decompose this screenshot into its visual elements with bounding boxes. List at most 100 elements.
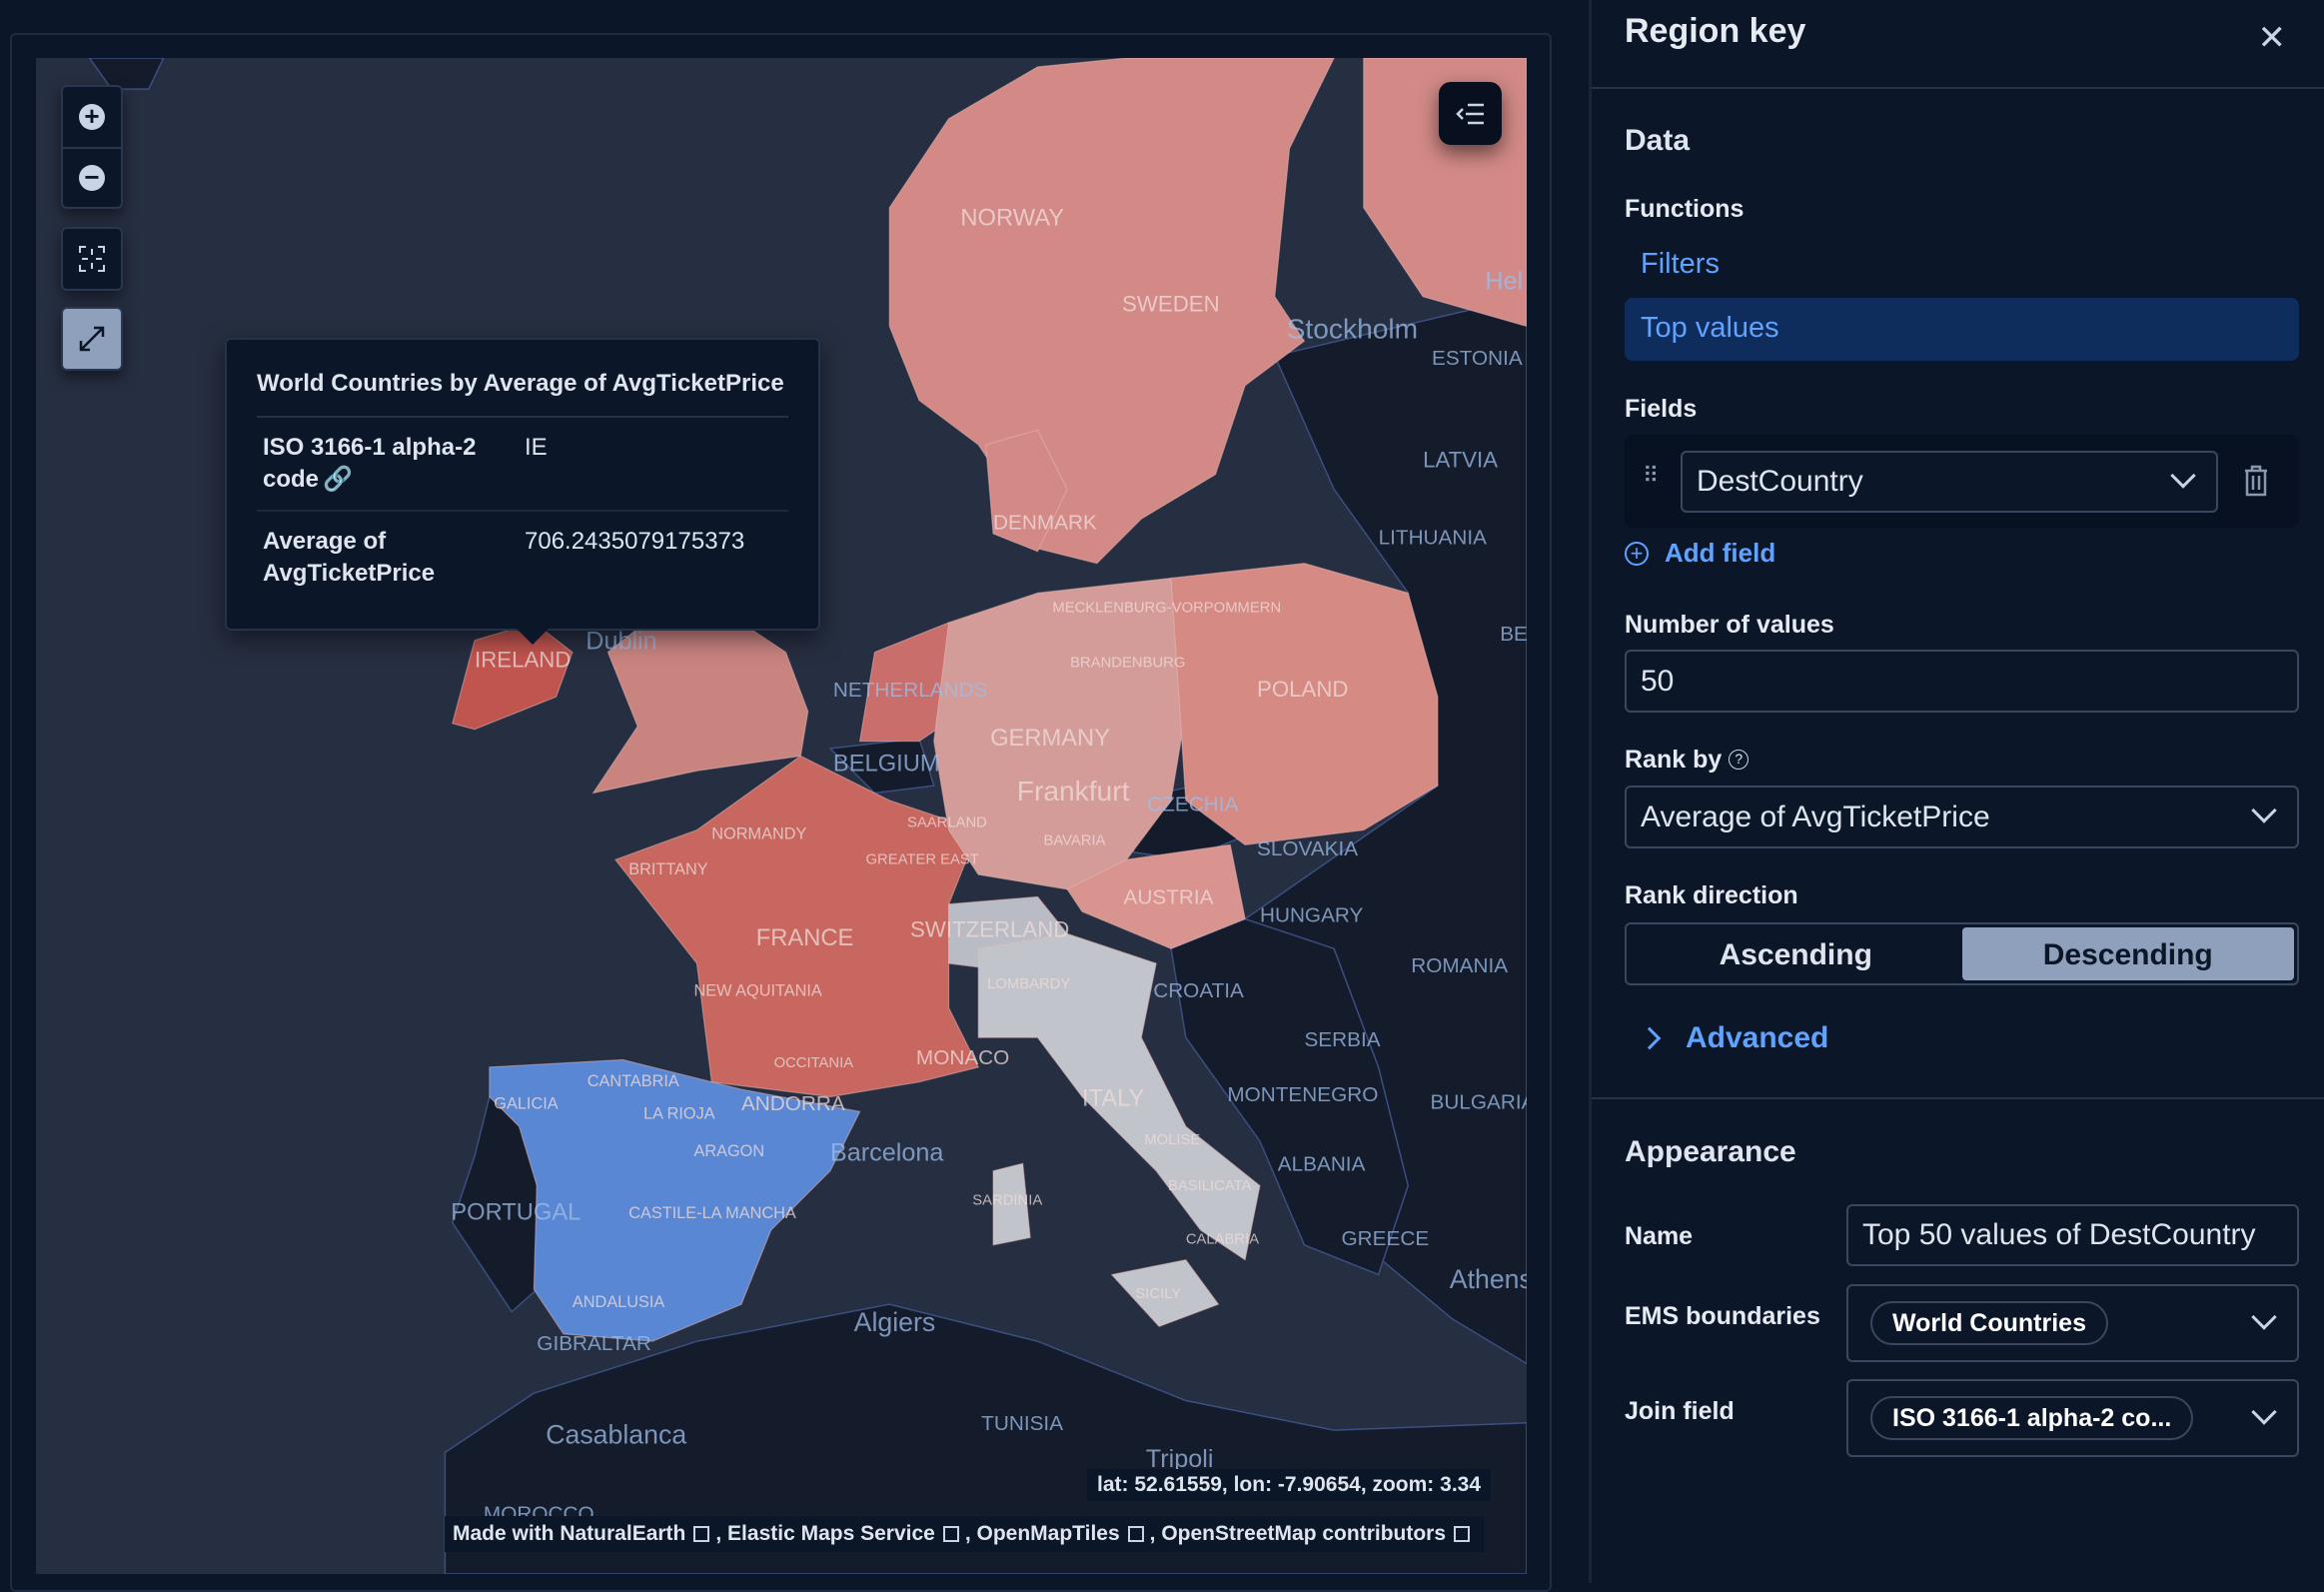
flyout-header: Region key ✕: [1592, 0, 2324, 89]
map-label: Stockholm: [1287, 312, 1418, 344]
land-north-africa: [444, 1303, 1527, 1574]
trash-icon[interactable]: [2243, 465, 2269, 497]
box-select-button[interactable]: [63, 229, 121, 289]
map-label: ITALY: [1082, 1085, 1145, 1111]
map-attribution: Made with NaturalEarth, Elastic Maps Ser…: [445, 1516, 1485, 1552]
name-label: Name: [1625, 1222, 1694, 1250]
map-label: GALICIA: [494, 1094, 558, 1112]
country-spain: [489, 1058, 861, 1342]
layer-control-toggle-button[interactable]: [1439, 82, 1502, 145]
attribution-link-naturalearth[interactable]: Made with NaturalEarth: [453, 1522, 686, 1545]
map-label: BRITTANY: [628, 860, 708, 878]
map-label: BAVARIA: [1043, 832, 1105, 848]
map-label: SAARLAND: [907, 815, 987, 831]
section-divider: [1592, 1097, 2324, 1099]
tooltip-key: Average of AvgTicketPrice: [263, 528, 436, 587]
add-field-button[interactable]: + Add field: [1625, 538, 1775, 569]
rank-direction-label: Rank direction: [1625, 881, 1798, 909]
ems-boundaries-label: EMS boundaries: [1625, 1302, 1820, 1330]
minus-icon: −: [79, 164, 105, 191]
feature-tooltip: World Countries by Average of AvgTicketP…: [225, 338, 820, 645]
fields-label: Fields: [1625, 395, 1698, 423]
ems-boundaries-select[interactable]: World Countries: [1846, 1284, 2299, 1362]
zoom-out-button[interactable]: −: [63, 147, 121, 207]
flyout-title: Region key: [1625, 12, 1806, 50]
map-label: Athens: [1450, 1264, 1527, 1294]
tooltip-row: ISO 3166-1 alpha-2 code 🔗 IE: [257, 418, 788, 510]
map-label: CZECHIA: [1147, 793, 1238, 815]
map-label: LITHUANIA: [1379, 526, 1488, 549]
map-label: CANTABRIA: [587, 1072, 679, 1090]
zoom-in-button[interactable]: +: [63, 87, 121, 147]
map-label: Algiers: [854, 1307, 936, 1337]
field-select[interactable]: DestCountry: [1681, 451, 2218, 513]
map-label: ALBANIA: [1278, 1153, 1366, 1176]
map-label: NEW AQUITANIA: [694, 982, 822, 1000]
tooltip-title: World Countries by Average of AvgTicketP…: [257, 370, 788, 418]
map-label: ANDALUSIA: [573, 1293, 665, 1311]
map-label: CASTILE-LA MANCHA: [628, 1204, 796, 1222]
advanced-label: Advanced: [1686, 1021, 1829, 1054]
country-ireland: [452, 622, 574, 731]
external-link-icon: [1127, 1526, 1144, 1542]
link-icon: 🔗: [323, 466, 353, 493]
map-label: CROATIA: [1153, 979, 1244, 1002]
zoom-controls: + −: [61, 85, 123, 209]
map-label: Hel: [1485, 267, 1523, 295]
chevron-down-icon: [2251, 1304, 2277, 1330]
ems-boundaries-value: World Countries: [1870, 1301, 2108, 1345]
expand-icon: [79, 326, 105, 352]
map-label: TUNISIA: [981, 1412, 1063, 1435]
choropleth-map[interactable]: NORWAY SWEDEN Stockholm Hel ESTONIA LATVIA LIT…: [36, 58, 1527, 1574]
map-label: AUSTRIA: [1124, 886, 1214, 909]
map-label: LATVIA: [1423, 447, 1498, 472]
map-label: GREATER EAST: [866, 852, 979, 868]
country-scandinavia: [888, 58, 1335, 565]
advanced-accordion[interactable]: Advanced: [1638, 1021, 1829, 1055]
map-label: CALABRIA: [1186, 1231, 1259, 1247]
map-label: GERMANY: [990, 726, 1110, 752]
fullscreen-button[interactable]: [63, 309, 121, 369]
map-label: Barcelona: [830, 1138, 944, 1166]
chevron-right-icon: [1638, 1026, 1662, 1050]
tooltip-row: Average of AvgTicketPrice 706.2435079175…: [257, 510, 788, 604]
name-value: Top 50 values of DestCountry: [1862, 1218, 2256, 1251]
map-label: DENMARK: [993, 512, 1097, 535]
map-canvas[interactable]: NORWAY SWEDEN Stockholm Hel ESTONIA LATVIA LIT…: [36, 58, 1527, 1574]
tooltip-value: IE: [525, 434, 548, 461]
rank-by-select[interactable]: Average of AvgTicketPrice: [1625, 786, 2299, 848]
descending-button[interactable]: Descending: [1961, 927, 2294, 980]
drag-handle-icon[interactable]: ⠿: [1643, 463, 1660, 488]
map-label: MONACO: [916, 1046, 1009, 1069]
number-of-values-value: 50: [1641, 665, 1675, 698]
join-field-value: ISO 3166-1 alpha-2 co...: [1870, 1396, 2194, 1440]
data-heading: Data: [1625, 124, 1691, 157]
number-of-values-input[interactable]: 50: [1625, 650, 2299, 713]
chevron-down-icon: [2251, 1399, 2277, 1425]
map-label: MECKLENBURG-VORPOMMERN: [1052, 601, 1281, 617]
join-field-select[interactable]: ISO 3166-1 alpha-2 co...: [1846, 1379, 2299, 1457]
map-label: LOMBARDY: [987, 976, 1070, 992]
plus-icon: +: [79, 103, 105, 130]
function-filters[interactable]: Filters: [1641, 248, 1720, 280]
help-icon[interactable]: ?: [1729, 750, 1749, 770]
attribution-link-osm[interactable]: OpenStreetMap contributors: [1161, 1522, 1447, 1545]
map-label: SLOVAKIA: [1257, 837, 1358, 860]
chevron-down-icon: [2251, 797, 2277, 823]
box-select-control: [61, 227, 123, 291]
ascending-button[interactable]: Ascending: [1719, 938, 1872, 971]
rank-by-value: Average of AvgTicketPrice: [1641, 800, 1990, 833]
close-icon[interactable]: ✕: [2257, 19, 2287, 57]
function-top-values[interactable]: Top values: [1625, 298, 2299, 361]
function-top-values-label: Top values: [1641, 312, 1779, 344]
map-label: HUNGARY: [1260, 904, 1364, 927]
name-input[interactable]: Top 50 values of DestCountry: [1846, 1204, 2299, 1266]
map-label: SWEDEN: [1122, 292, 1220, 317]
map-label: NORWAY: [960, 206, 1064, 232]
external-link-icon: [942, 1526, 959, 1542]
country-sardinia: [992, 1162, 1031, 1246]
external-link-icon: [693, 1526, 710, 1542]
attribution-link-ems[interactable]: Elastic Maps Service: [727, 1522, 935, 1545]
map-label: NORMANDY: [711, 824, 806, 842]
attribution-link-openmaptiles[interactable]: OpenMapTiles: [976, 1522, 1120, 1545]
